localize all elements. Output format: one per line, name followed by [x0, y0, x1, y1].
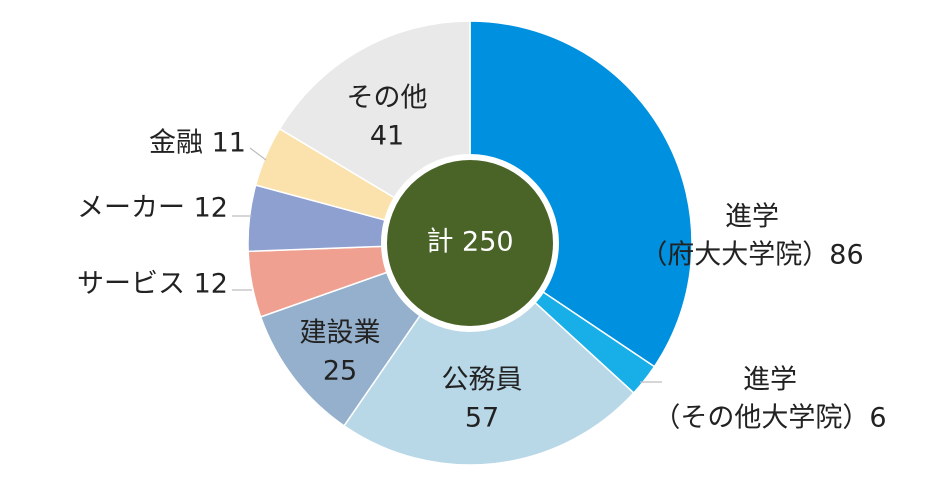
- slice-label-2-line-1: 57: [465, 403, 499, 434]
- pie-slice-0: [469, 20, 693, 368]
- slice-label-1-line-0: 進学: [743, 365, 797, 396]
- labels-group: 進学 （府大大学院）86 進学 （その他大学院）6 公務員 57 建設業 25 サービス 12 メ…: [77, 83, 887, 434]
- slice-label-4: サービス 12: [77, 269, 228, 300]
- slice-label-0-line-1: （府大大学院）86: [640, 240, 863, 271]
- slice-label-3: 建設業 25: [300, 318, 381, 387]
- slice-label-0-line-0: 進学: [725, 202, 779, 233]
- slice-label-2-line-0: 公務員: [442, 365, 523, 396]
- slice-label-7: その他 41: [347, 83, 428, 152]
- slice-label-7-line-0: その他: [347, 83, 428, 114]
- slice-label-5: メーカー 12: [77, 193, 228, 224]
- slice-label-4-line-0: サービス 12: [77, 269, 228, 300]
- leader-line-6: [249, 147, 267, 161]
- slice-label-6: 金融 11: [149, 128, 246, 159]
- slice-label-6-line-0: 金融 11: [149, 128, 246, 159]
- slice-label-5-line-0: メーカー 12: [77, 193, 228, 224]
- pie-slice-2: [343, 241, 635, 466]
- slice-label-7-line-1: 41: [370, 121, 404, 152]
- slice-label-3-line-0: 建設業: [300, 318, 381, 349]
- slice-label-3-line-1: 25: [323, 356, 357, 387]
- slice-label-0: 進学 （府大大学院）86: [640, 202, 863, 271]
- slice-label-2: 公務員 57: [442, 365, 523, 434]
- leader-lines-group: [232, 147, 662, 383]
- slice-label-1: 進学 （その他大学院）6: [653, 365, 886, 434]
- center-total-label: 計 250: [426, 227, 513, 258]
- slice-label-1-line-1: （その他大学院）6: [653, 403, 886, 434]
- center-total-disc: [381, 154, 559, 332]
